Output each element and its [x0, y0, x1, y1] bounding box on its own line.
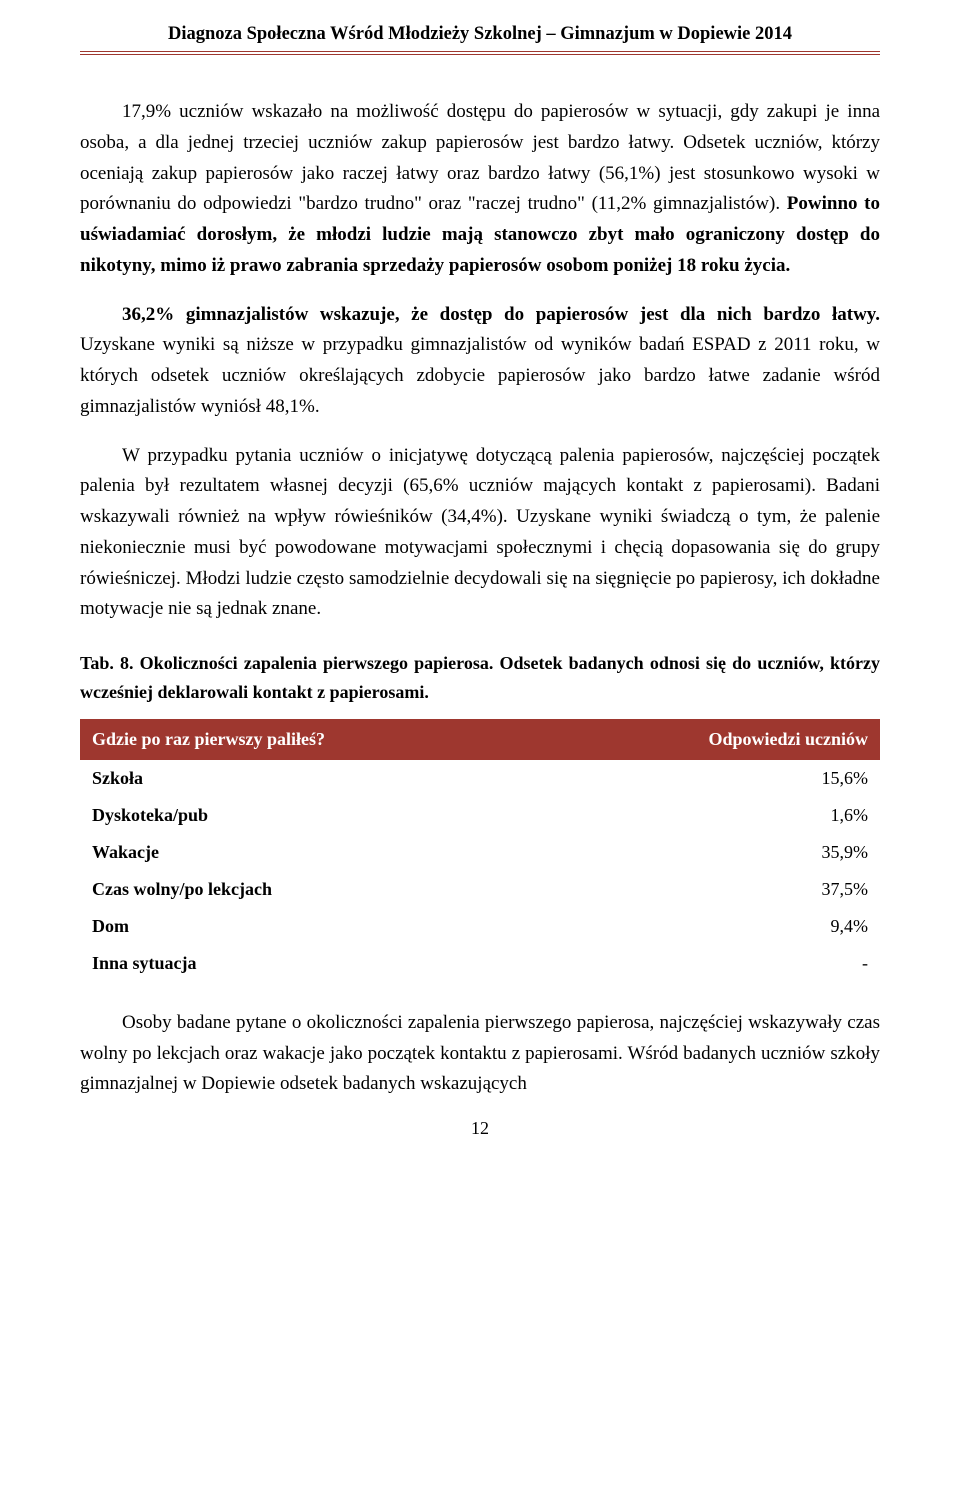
table-cell-label: Czas wolny/po lekcjach [80, 871, 547, 908]
table-row: Dom 9,4% [80, 908, 880, 945]
paragraph-2-bold: 36,2% gimnazjalistów wskazuje, że dostęp… [122, 304, 880, 325]
table-row: Wakacje 35,9% [80, 834, 880, 871]
table-row: Inna sytuacja - [80, 945, 880, 982]
table-row: Szkoła 15,6% [80, 760, 880, 797]
table-cell-label: Dyskoteka/pub [80, 797, 547, 834]
paragraph-2: 36,2% gimnazjalistów wskazuje, że dostęp… [80, 300, 880, 423]
table-cell-label: Dom [80, 908, 547, 945]
paragraph-1-lead: 17,9% uczniów wskazało na możliwość dost… [80, 101, 880, 214]
table-cell-label: Szkoła [80, 760, 547, 797]
paragraph-3: W przypadku pytania uczniów o inicjatywę… [80, 441, 880, 626]
table-cell-value: - [547, 945, 880, 982]
table-col-1-header: Gdzie po raz pierwszy paliłeś? [80, 719, 547, 760]
table-header-row: Gdzie po raz pierwszy paliłeś? Odpowiedz… [80, 719, 880, 760]
table-row: Dyskoteka/pub 1,6% [80, 797, 880, 834]
table-cell-value: 1,6% [547, 797, 880, 834]
page-container: Diagnoza Społeczna Wśród Młodzieży Szkol… [0, 0, 960, 1159]
table-cell-value: 15,6% [547, 760, 880, 797]
table-caption: Tab. 8. Okoliczności zapalenia pierwszeg… [80, 649, 880, 707]
paragraph-4: Osoby badane pytane o okoliczności zapal… [80, 1008, 880, 1100]
header-rule [80, 51, 880, 55]
running-head: Diagnoza Społeczna Wśród Młodzieży Szkol… [80, 24, 880, 45]
paragraph-1: 17,9% uczniów wskazało na możliwość dost… [80, 97, 880, 282]
table-cell-label: Inna sytuacja [80, 945, 547, 982]
table-cell-value: 37,5% [547, 871, 880, 908]
page-number: 12 [80, 1118, 880, 1139]
paragraph-2-tail: Uzyskane wyniki są niższe w przypadku gi… [80, 334, 880, 417]
table-cell-value: 35,9% [547, 834, 880, 871]
table-col-2-header: Odpowiedzi uczniów [547, 719, 880, 760]
table-8: Gdzie po raz pierwszy paliłeś? Odpowiedz… [80, 719, 880, 982]
table-row: Czas wolny/po lekcjach 37,5% [80, 871, 880, 908]
table-cell-value: 9,4% [547, 908, 880, 945]
table-cell-label: Wakacje [80, 834, 547, 871]
